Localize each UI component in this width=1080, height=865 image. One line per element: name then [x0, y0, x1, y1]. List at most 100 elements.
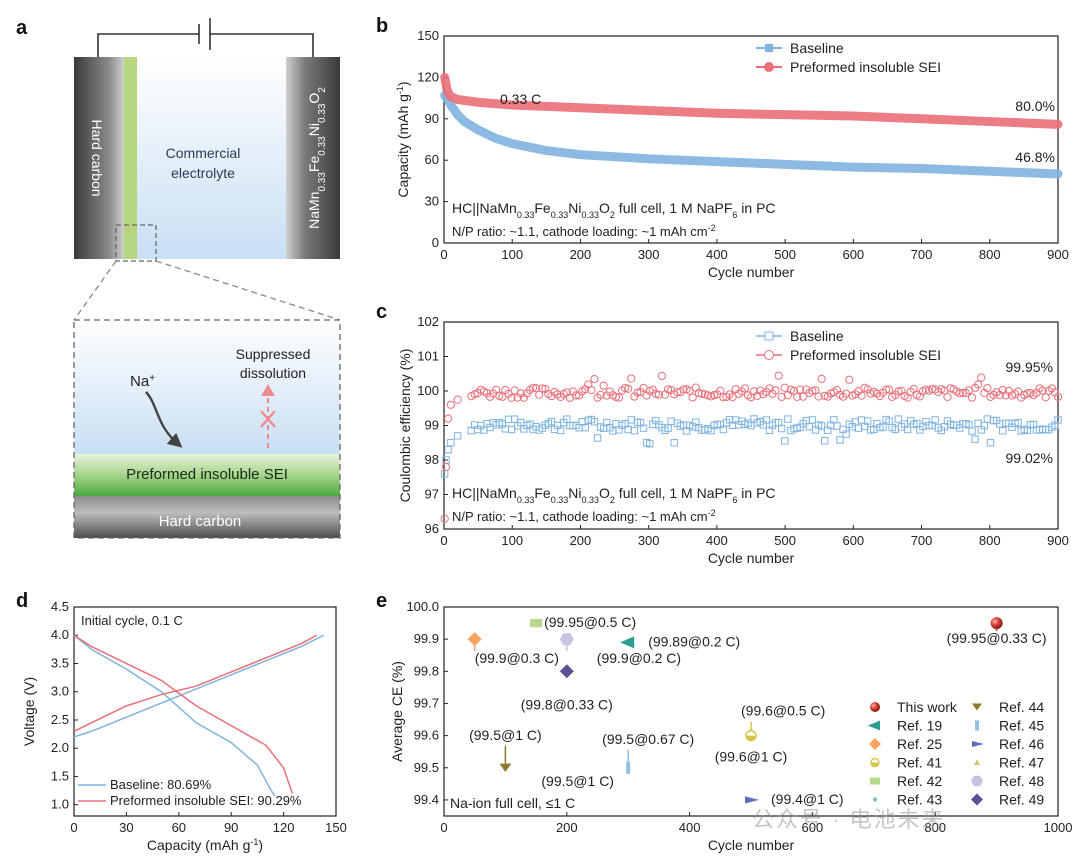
ce-point [528, 383, 538, 393]
ce-point [894, 415, 903, 423]
ce-point [691, 383, 700, 392]
legend-label: Ref. 48 [999, 773, 1044, 789]
ce-point [808, 416, 817, 424]
ce-point [863, 417, 872, 425]
ce-point [547, 417, 556, 426]
legend-label: Ref. 45 [999, 718, 1044, 734]
ce-point [983, 415, 992, 423]
x-tick-label: 60 [172, 820, 186, 835]
legend-label: Baseline: 80.69% [110, 777, 212, 792]
ce-point [1054, 416, 1062, 424]
ce-point [833, 422, 841, 430]
ce-point [664, 424, 672, 432]
x-tick-label: 200 [570, 247, 592, 262]
ce-point [679, 385, 688, 394]
ce-point [857, 391, 866, 400]
baseline-capacity-line [440, 90, 1063, 179]
zoom-electrolyte [74, 320, 340, 454]
sei-layer-label: Preformed insoluble SEI [126, 466, 288, 483]
baseline-ce-label: 99.02% [1006, 450, 1053, 466]
ce-point [1014, 418, 1022, 427]
ce-point [903, 425, 912, 434]
legend-label: Preformed insoluble SEI [790, 59, 941, 75]
cell-conditions: N/P ratio: ~1.1, cathode loading: ~1 mAh… [452, 223, 716, 239]
ce-point [784, 415, 792, 423]
legend-marker-square [764, 331, 774, 341]
ce-point [854, 424, 863, 432]
ce-point [842, 430, 850, 438]
marker-half-circle [745, 729, 757, 742]
baseline-ce-points [440, 415, 1062, 478]
ce-point [971, 435, 979, 443]
y-tick-label: 150 [417, 28, 439, 43]
ce-point [443, 414, 453, 423]
ce-point [657, 371, 667, 381]
marker-square [530, 618, 543, 628]
y-tick-label: 99.7 [414, 695, 439, 710]
suppressed-dissolution-label: Suppressed dissolution [236, 346, 311, 381]
point-label: (99.5@1 C) [541, 773, 614, 789]
ce-point [716, 386, 725, 395]
panel-a: a Hard carbon Commercial electrolyte NaMn… [16, 17, 341, 539]
x-axis-label: Cycle number [708, 837, 795, 853]
ce-point [762, 416, 771, 424]
legend-label: Ref. 44 [999, 699, 1044, 715]
marker-hexagon [971, 775, 983, 787]
y-tick-label: 4.0 [51, 627, 69, 642]
ce-point [440, 514, 449, 523]
marker-triangle-right [745, 796, 759, 804]
ce-point [593, 434, 602, 442]
ce-point [967, 393, 977, 402]
ce-point [507, 393, 516, 402]
ce-point [444, 445, 452, 454]
x-tick-label: 800 [979, 247, 1001, 262]
y-tick-label: 99.4 [414, 792, 439, 807]
ce-point [820, 437, 829, 445]
x-tick-label: 600 [842, 247, 864, 262]
y-axis-label: Average CE (%) [389, 661, 405, 762]
legend-label: Ref. 25 [897, 736, 942, 752]
sei-ce-label: 99.95% [1006, 359, 1053, 375]
y-tick-label: 3.0 [51, 684, 69, 699]
ce-point [792, 392, 802, 401]
ce-point [667, 417, 675, 425]
y-tick-label: 2.0 [51, 740, 69, 755]
x-tick-label: 30 [119, 820, 133, 835]
marker-dot [872, 797, 878, 802]
sei-layer [74, 454, 340, 496]
point-label: (99.5@0.67 C) [602, 731, 694, 747]
cell-type-annotation: Na-ion full cell, ≤1 C [450, 795, 575, 811]
x-tick-label: 0 [440, 247, 447, 262]
x-tick-label: 500 [774, 247, 796, 262]
x-tick-label: 600 [842, 533, 864, 548]
watermark: 公众号 · 电池未来 [752, 807, 946, 832]
x-tick-label: 0 [70, 820, 77, 835]
ce-point [728, 392, 737, 402]
hard-carbon-label: Hard carbon [89, 119, 105, 196]
marker-half-circle-fill [746, 735, 756, 741]
ce-point [974, 380, 983, 389]
legend-label: Preformed insoluble SEI [790, 347, 941, 363]
y-tick-label: 0 [432, 235, 439, 250]
legend-label: Ref. 43 [897, 792, 942, 808]
panel-letter-d: d [16, 590, 28, 612]
x-tick-label: 90 [224, 820, 238, 835]
ce-point [968, 427, 976, 435]
legend-label: Ref. 49 [999, 792, 1044, 808]
ce-point [842, 389, 851, 398]
cell-conditions: N/P ratio: ~1.1, cathode loading: ~1 mAh… [452, 508, 716, 524]
ce-point [777, 392, 786, 402]
ce-point [627, 374, 636, 383]
ce-point [571, 391, 581, 400]
ce-point [504, 415, 513, 424]
x-axis-label: Capacity (mAh g-1) [147, 837, 263, 853]
ce-point [440, 470, 449, 478]
cycle-annotation: Initial cycle, 0.1 C [81, 613, 183, 628]
baseline-retention-label: 46.8% [1015, 149, 1055, 165]
blocked-x-icon [260, 410, 276, 428]
panel-letter-a: a [16, 17, 28, 39]
ce-point [633, 388, 642, 397]
marker-square [870, 777, 880, 785]
legend-marker-square [765, 44, 773, 52]
ce-point [845, 375, 854, 384]
